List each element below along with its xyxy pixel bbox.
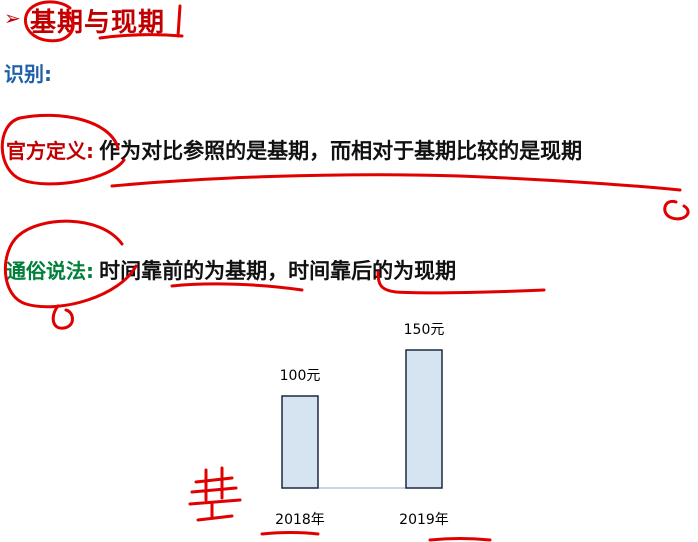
colloquial-underline-mark-1 [170,282,304,292]
chart-category-label: 2019年 [399,512,449,528]
colloquial-underline-mark-2 [376,270,546,295]
official-text-underline-mark [110,173,682,192]
year-2018-underline-mark [260,531,320,536]
handwritten-char-mark [188,466,242,522]
official-label-circle-mark [0,113,126,186]
colloquial-label-circle-mark [4,219,138,309]
title-underline-mark [98,33,184,40]
official-definition-text: 作为对比参照的是基期，而相对于基期比较的是现期 [99,139,583,163]
official-text-end-mark [663,199,690,221]
page-title: 基期与现期 [30,8,166,38]
official-definition-row: 官方定义: 作为对比参照的是基期，而相对于基期比较的是现期 [6,135,582,165]
chart-bar [405,349,443,489]
chart-category-label: 2018年 [275,512,325,528]
year-2019-underline-mark [428,537,492,542]
colloquial-definition-text: 时间靠前的为基期，时间靠后的为现期 [99,259,457,283]
chart-data-label: 100元 [280,368,321,384]
colloquial-definition-label: 通俗说法: [6,259,94,283]
title-arrow-icon: ➢ [4,6,21,30]
chart-data-label: 150元 [404,322,445,338]
colloquial-label-tail-mark [51,304,74,330]
chart-bar [281,395,319,489]
identify-label: 识别: [4,62,52,86]
official-definition-label: 官方定义: [6,139,94,163]
colloquial-definition-row: 通俗说法: 时间靠前的为基期，时间靠后的为现期 [6,255,456,285]
title-circle-mark [23,0,75,43]
title-underline-mark-2 [176,4,182,38]
